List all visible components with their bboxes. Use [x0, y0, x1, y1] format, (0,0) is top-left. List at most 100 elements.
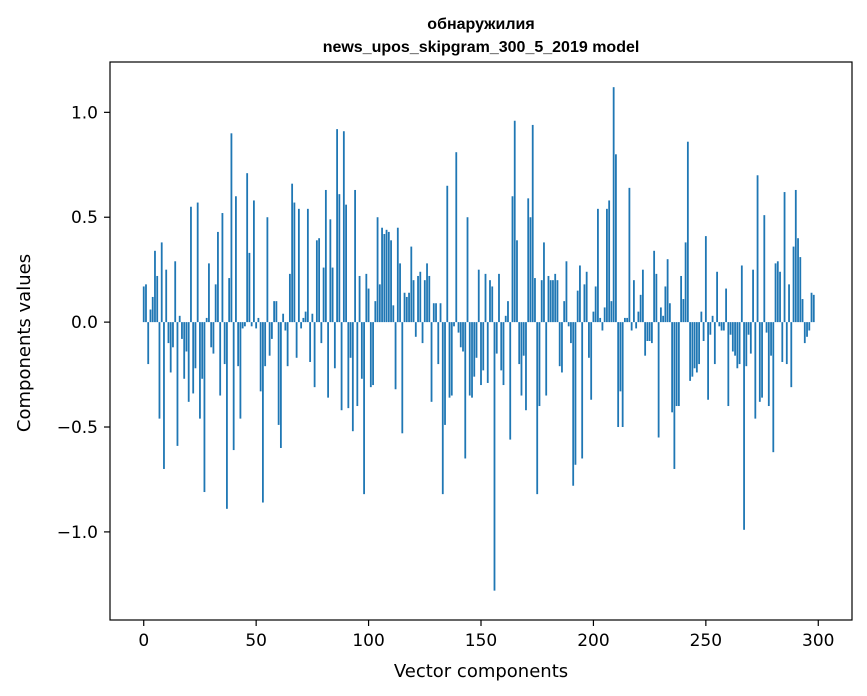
bar	[423, 280, 426, 323]
bar	[785, 322, 788, 365]
bar	[417, 275, 419, 323]
bar	[190, 206, 192, 323]
bar	[792, 246, 795, 323]
bar	[707, 322, 709, 400]
bar	[671, 322, 674, 413]
bar	[223, 322, 226, 365]
bar	[455, 152, 458, 323]
bar	[338, 194, 341, 323]
bar	[181, 322, 183, 339]
bar	[477, 269, 480, 323]
bar	[169, 322, 172, 373]
bar	[700, 311, 703, 323]
bar	[185, 322, 188, 352]
bar	[228, 278, 231, 323]
bar	[803, 322, 806, 344]
bar	[201, 322, 204, 379]
bar	[320, 322, 323, 344]
bar	[322, 267, 325, 323]
bar	[531, 124, 534, 323]
bar	[288, 273, 291, 323]
bar	[540, 280, 543, 323]
x-tick-label: 200	[577, 631, 609, 651]
chart-subtitle: news_upos_skipgram_300_5_2019 model	[323, 39, 640, 56]
bar	[480, 322, 482, 386]
bar	[297, 208, 300, 323]
x-axis-label: Vector components	[394, 661, 568, 682]
bar	[653, 250, 656, 323]
bar	[489, 280, 491, 323]
bar	[594, 286, 597, 323]
bar	[693, 322, 696, 369]
bar	[475, 322, 478, 358]
bar	[372, 322, 374, 386]
bar	[552, 280, 554, 323]
bar	[412, 280, 415, 323]
bar	[426, 263, 428, 323]
bar	[450, 322, 453, 396]
bar	[799, 257, 802, 323]
bar	[612, 87, 615, 323]
bar	[644, 322, 647, 356]
bar	[349, 322, 352, 358]
bar	[295, 322, 298, 358]
bar	[666, 259, 669, 323]
bar	[630, 322, 633, 331]
bar	[650, 322, 653, 344]
bar	[504, 315, 507, 323]
bar	[500, 322, 503, 371]
y-tick-label: 0.5	[71, 208, 98, 228]
bar	[428, 275, 431, 323]
bar	[250, 322, 253, 327]
bar	[282, 313, 285, 323]
bar	[581, 322, 584, 459]
bar	[561, 322, 563, 373]
bar	[367, 288, 370, 323]
y-tick-label: −1.0	[57, 523, 98, 543]
bar	[639, 294, 642, 323]
bar	[702, 322, 705, 341]
bar	[556, 280, 559, 323]
bar	[695, 322, 698, 373]
x-tick-label: 300	[802, 631, 834, 651]
bar	[558, 322, 561, 367]
bar	[599, 317, 602, 323]
bar	[718, 322, 721, 327]
bar	[583, 284, 586, 323]
bar	[232, 322, 235, 451]
bar	[761, 322, 763, 398]
bar	[579, 265, 581, 323]
bar	[383, 234, 386, 323]
x-tick-label: 100	[352, 631, 384, 651]
bar	[808, 322, 811, 331]
bar	[235, 196, 237, 323]
bar	[682, 299, 685, 323]
bar	[432, 303, 435, 323]
bar	[547, 275, 550, 323]
bar	[342, 131, 345, 323]
bar	[156, 275, 159, 323]
bar	[511, 196, 514, 323]
bar	[212, 322, 215, 354]
bar	[657, 322, 660, 438]
bar	[410, 246, 413, 323]
bar	[615, 154, 617, 323]
bar	[565, 261, 568, 323]
bar	[311, 313, 314, 323]
bar	[363, 322, 365, 495]
bar	[268, 322, 271, 356]
bar	[619, 322, 622, 392]
bar	[810, 292, 813, 323]
bar	[736, 322, 739, 369]
bar	[230, 133, 233, 323]
bar	[246, 173, 249, 323]
bar	[763, 215, 766, 323]
bar	[468, 322, 471, 396]
y-axis-ticks: −1.0 −0.5 0.0 0.5 1.0	[57, 103, 110, 543]
bar	[302, 317, 305, 323]
bar	[549, 280, 552, 323]
bar	[806, 322, 808, 337]
bar	[448, 322, 451, 398]
bar	[360, 322, 363, 379]
bar	[592, 311, 595, 323]
